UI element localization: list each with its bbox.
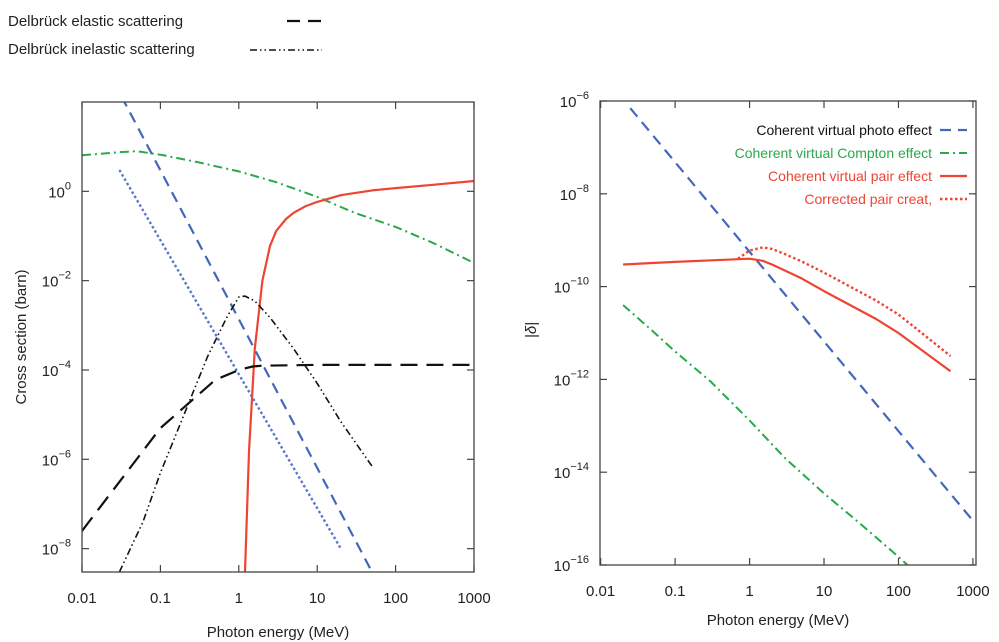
y-tick-label-right: 10−8 [560,183,589,204]
ticks-right: 0.01 0.1 1 10 100 1000 10−16 10−14 10−12 10−10 10−… [554,90,990,600]
y-tick-label-left: 10−2 [42,270,71,291]
plot-frame-left [81,101,475,573]
y-tick-label-left: 10−4 [42,359,71,380]
series-line-left-5 [118,295,373,572]
series-line-left-0 [82,150,474,264]
series-group-right [622,107,974,565]
series-line-left-1 [243,179,474,572]
top-legend-label-elastic: Delbrück elastic scattering [8,13,183,30]
x-tick-label-right: 0.01 [586,583,615,600]
series-line-left-2 [123,102,373,572]
x-axis-label-right: Photon energy (MeV) [707,612,850,629]
y-tick-label-left: 10−8 [42,538,71,559]
x-tick-label-left: 0.1 [150,590,171,607]
series-line-left-3 [118,169,342,550]
y-axis-label-right: |δ| [523,322,540,338]
y-tick-label-left: 10−6 [42,448,71,469]
ticks-left: 0.01 0.1 1 10 100 1000 10−8 10−6 10−4 10−2 100 [42,102,491,607]
y-tick-label-left: 100 [48,180,71,201]
series-line-right-2 [623,257,952,373]
plot-frame-right [599,100,977,566]
y-axis-label-left: Cross section (barn) [13,269,30,404]
y-tick-label-right: 10−14 [554,461,589,482]
y-tick-label-right: 10−10 [554,276,589,297]
chart-cross-section: 0.01 0.1 1 10 100 1000 10−8 10−6 10−4 10−2 100 Pho… [13,101,491,641]
legend-label-0: Coherent virtual photo effect [756,122,932,138]
x-tick-label-right: 0.1 [665,583,686,600]
x-tick-label-left: 1000 [457,590,490,607]
x-tick-label-right: 1 [745,583,753,600]
series-group-left [82,102,474,572]
legend-label-1: Coherent virtual Compton effect [735,145,933,161]
chart-delta: 0.01 0.1 1 10 100 1000 10−16 10−14 10−12 10−10 10−… [523,90,990,629]
y-tick-label-right: 10−16 [554,554,589,575]
x-tick-label-right: 100 [886,583,911,600]
x-axis-label-left: Photon energy (MeV) [207,624,350,641]
series-line-right-3 [737,246,952,357]
legend-label-3: Corrected pair creat, [804,191,932,207]
series-line-right-1 [622,304,909,565]
legend-label-2: Coherent virtual pair effect [768,168,932,184]
x-tick-label-right: 1000 [956,583,989,600]
x-tick-label-right: 10 [816,583,833,600]
x-tick-label-left: 100 [383,590,408,607]
x-tick-label-left: 1 [235,590,243,607]
legend-right: Coherent virtual photo effect Coherent vi… [735,122,967,207]
series-line-left-4 [82,363,474,532]
y-tick-label-right: 10−12 [554,368,589,389]
x-tick-label-left: 10 [309,590,326,607]
y-tick-label-right: 10−6 [560,90,589,111]
x-tick-label-left: 0.01 [67,590,96,607]
top-legend-label-inelastic: Delbrück inelastic scattering [8,41,195,58]
top-legend: Delbrück elastic scattering Delbrück ine… [8,13,322,58]
